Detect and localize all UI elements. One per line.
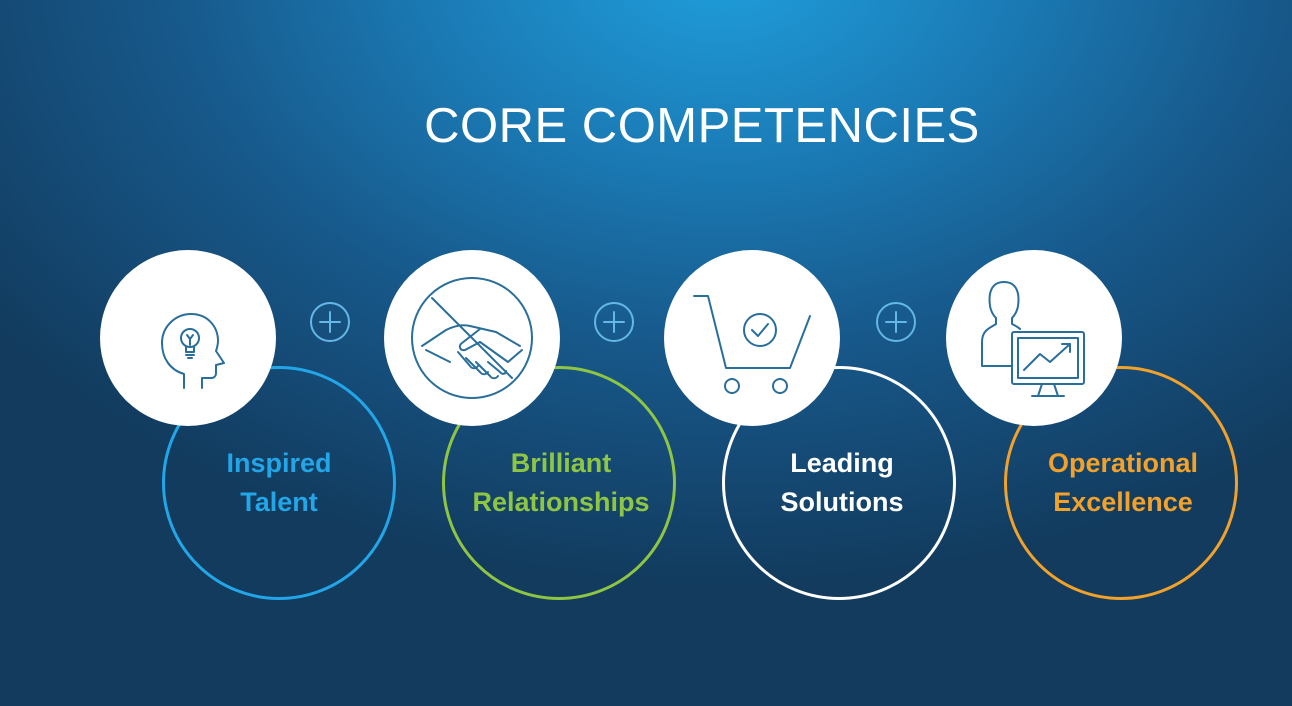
competency-label-line2: Excellence	[1053, 487, 1193, 517]
disc-inspired-talent	[100, 250, 276, 426]
cart-check-icon	[693, 295, 811, 394]
ring-operational-excellence	[1004, 366, 1238, 600]
competency-label-line1: Inspired	[226, 448, 332, 478]
disc-brilliant-relationships	[384, 250, 560, 426]
disc-operational-excellence	[946, 250, 1122, 426]
competency-label-line1: Operational	[1047, 448, 1199, 478]
plus-icon	[874, 300, 918, 344]
competency-label-leading-solutions: Leading Solutions	[722, 444, 962, 522]
competency-label-line1: Brilliant	[510, 448, 612, 478]
plus-icon	[592, 300, 636, 344]
plus-icon	[308, 300, 352, 344]
head-lightbulb-icon	[161, 313, 225, 389]
competency-label-operational-excellence: Operational Excellence	[1003, 444, 1243, 522]
ring-leading-solutions	[722, 366, 956, 600]
slide-title: CORE COMPETENCIES	[424, 99, 980, 153]
person-monitor-chart-icon	[981, 281, 1085, 397]
competency-label-inspired-talent: Inspired Talent	[159, 444, 399, 522]
competency-label-line2: Talent	[240, 487, 318, 517]
ring-inspired-talent	[162, 366, 396, 600]
competency-label-line2: Solutions	[780, 487, 904, 517]
ring-brilliant-relationships	[442, 366, 676, 600]
competency-label-brilliant-relationships: Brilliant Relationships	[441, 444, 681, 522]
disc-leading-solutions	[664, 250, 840, 426]
competency-label-line1: Leading	[790, 448, 894, 478]
handshake-icon	[411, 277, 533, 399]
competency-label-line2: Relationships	[472, 487, 650, 517]
